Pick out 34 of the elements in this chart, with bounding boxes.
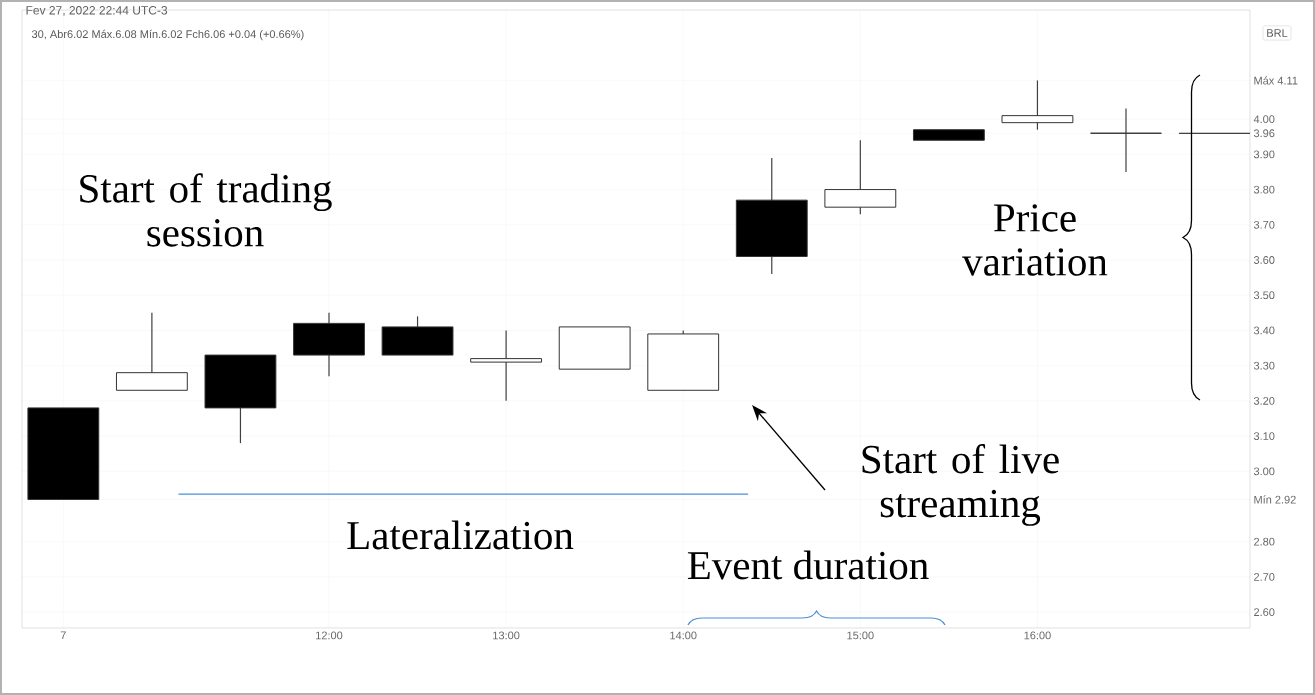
y-tick-label: 3.10: [1253, 432, 1275, 440]
x-tick-label: 13:00: [493, 631, 520, 640]
annotation: Event duration: [687, 550, 929, 580]
annotation: Start of trading session: [80, 173, 332, 247]
y-tick-label: 3.60: [1253, 256, 1275, 264]
annotation: Price variation: [962, 204, 1108, 276]
x-tick-label: 16:00: [1024, 631, 1051, 640]
candlestick: [1090, 107, 1162, 173]
candlestick: [1001, 79, 1074, 131]
x-tick-label: 14:00: [670, 631, 697, 640]
y-tick-label: 3.80: [1253, 185, 1275, 194]
x-tick-label: 12:00: [316, 631, 343, 640]
x-tick-label: 7: [60, 631, 66, 640]
y-tick-label: 3.96: [1253, 129, 1275, 138]
y-axis-title: BRL: [1267, 29, 1288, 37]
y-tick-label: 3.90: [1253, 150, 1275, 159]
y-tick-label: 3.50: [1253, 291, 1275, 300]
y-tick-label: 3.70: [1253, 220, 1275, 229]
y-tick-label: 3.20: [1253, 396, 1275, 405]
y-tick-label: 2.60: [1254, 608, 1275, 617]
y-tick-label: Mín 2.92: [1254, 495, 1296, 504]
y-tick-label: 3.40: [1253, 326, 1275, 335]
annotation: Lateralization: [347, 520, 574, 550]
chart-title: Fev 27, 2022 22:44 UTC-3: [26, 6, 168, 16]
y-tick-label: 2.80: [1254, 537, 1275, 546]
y-tick-label: Máx 4.11: [1254, 76, 1298, 85]
text: 30, Abr6.02 Máx.6.08 Mín.6.02 Fch6.06 +0.04 (+0.66%): [31, 29, 304, 41]
y-tick-label: 3.00: [1253, 467, 1275, 476]
annotation: Start of live streaming: [862, 444, 1059, 526]
candlestick: [470, 329, 543, 402]
y-tick-label: 4.00: [1253, 115, 1275, 124]
x-tick-label: 15:00: [847, 631, 874, 640]
y-tick-label: 2.70: [1254, 573, 1275, 581]
y-tick-label: 3.30: [1253, 361, 1275, 370]
